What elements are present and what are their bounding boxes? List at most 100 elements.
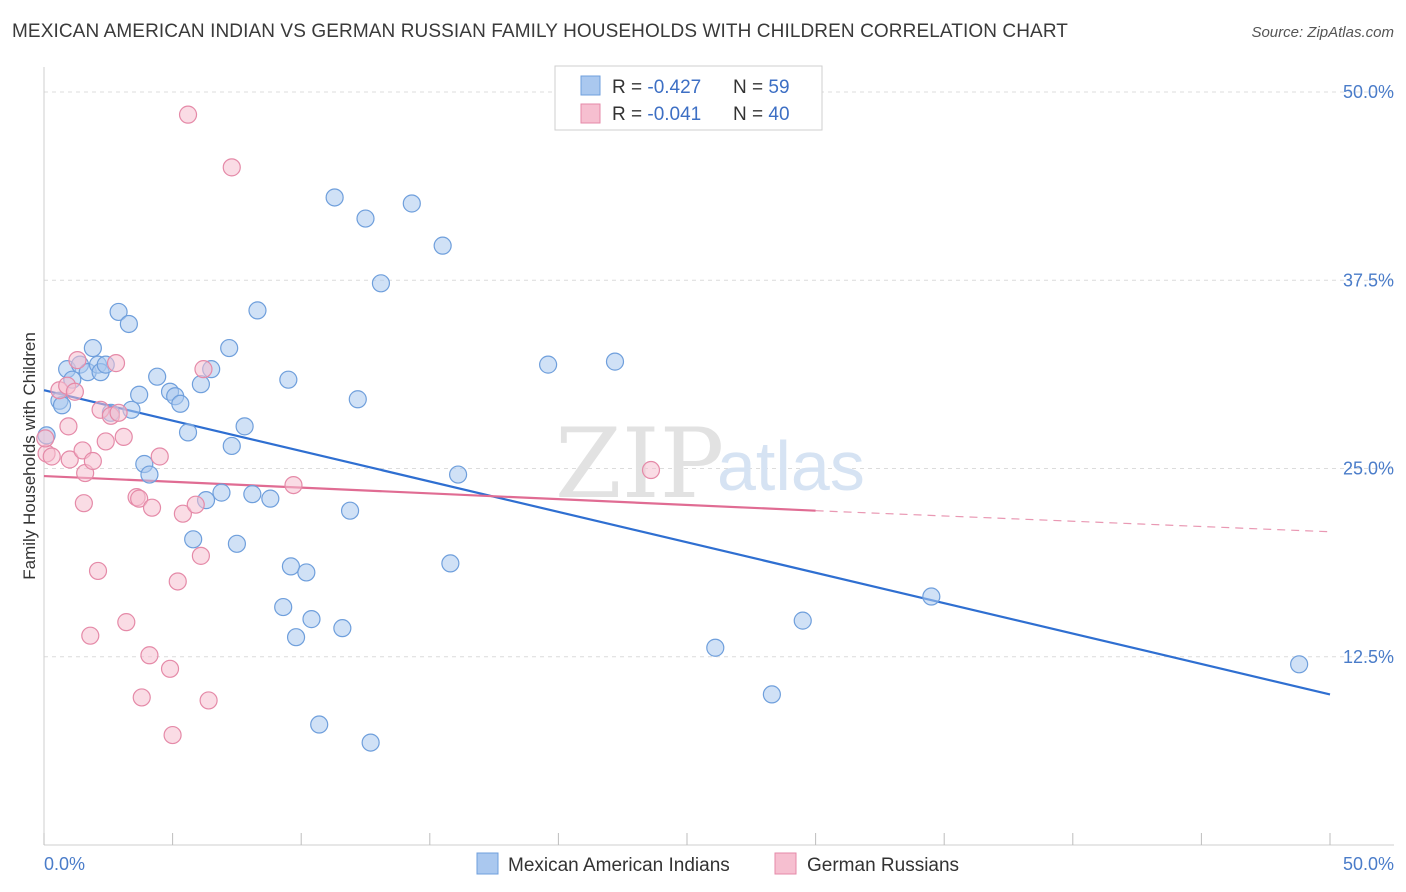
point-german-russians [191,546,210,565]
point-german-russians [60,450,79,469]
point-german-russians [132,688,151,707]
point-mexican-american-indians [274,597,293,617]
point-german-russians [96,432,115,451]
point-mexican-american-indians [248,301,267,320]
point-mexican-american-indians [340,501,360,520]
point-mexican-american-indians [605,352,625,371]
point-mexican-american-indians [361,733,380,752]
point-german-russians [59,417,78,436]
bottom-legend-label-blue: Mexican American Indians [508,855,730,876]
point-mexican-american-indians [212,483,231,502]
point-german-russians [114,427,133,447]
point-german-russians [109,403,128,422]
trend-lines [43,389,1331,696]
legend-r-value-2: -0.041 [647,104,701,125]
point-mexican-american-indians [227,534,246,553]
point-mexican-american-indians [281,557,301,576]
watermark-atlas: atlas [717,427,865,505]
point-german-russians [641,460,661,480]
point-german-russians [199,691,218,710]
y-tick-label: 37.5% [1343,270,1394,290]
point-german-russians [74,494,93,513]
point-mexican-american-indians [1290,655,1309,674]
point-german-russians [160,659,180,678]
point-mexican-american-indians [184,530,203,549]
point-german-russians [36,429,55,448]
legend-swatch-pink [580,103,601,124]
legend-swatch-blue [580,75,601,96]
svg-text:N = 40: N = 40 [733,104,790,125]
point-mexican-american-indians [922,587,941,606]
point-german-russians [284,475,303,495]
point-mexican-american-indians [297,563,316,582]
point-mexican-american-indians [191,375,210,394]
point-german-russians [140,646,159,665]
legend-r-label-1: R = [612,77,647,98]
point-german-russians [178,105,198,124]
point-mexican-american-indians [793,611,812,630]
trend-line-german-russians-extension [815,510,1331,533]
point-mexican-american-indians [371,274,391,293]
y-axis-label: Family Households with Children [20,332,39,580]
y-tick-label: 12.5% [1343,647,1394,667]
bottom-legend-swatch-pink [774,852,797,875]
point-german-russians [88,561,108,581]
point-mexican-american-indians [539,355,558,374]
point-german-russians [222,158,241,177]
bottom-legend: Mexican American Indians German Russians [476,852,959,876]
point-mexican-american-indians [310,715,329,734]
point-mexican-american-indians [222,436,241,456]
legend-r-label-2: R = [612,104,647,125]
point-mexican-american-indians [706,638,725,657]
point-mexican-american-indians [286,628,306,647]
legend-n-value-1: 59 [768,77,789,98]
grid-lines [44,91,1394,658]
chart-title: MEXICAN AMERICAN INDIAN VS GERMAN RUSSIA… [12,21,1069,42]
svg-text:N = 59: N = 59 [733,77,790,98]
x-tick-label: 50.0% [1343,854,1394,874]
point-german-russians [163,725,182,745]
point-mexican-american-indians [130,385,149,404]
point-german-russians [106,354,126,373]
point-mexican-american-indians [433,236,452,255]
y-tick-label: 50.0% [1343,82,1394,102]
point-mexican-american-indians [441,554,460,573]
point-mexican-american-indians [762,685,781,704]
x-tick-label: 0.0% [44,854,85,874]
point-mexican-american-indians [171,394,190,413]
svg-text:R = -0.427: R = -0.427 [612,77,701,98]
data-points [36,105,1309,752]
source-label: Source: ZipAtlas.com [1251,24,1394,41]
point-german-russians [81,626,100,645]
point-german-russians [130,489,149,508]
tick-labels: 12.5% 25.0% 37.5% 50.0% 0.0% 50.0% [44,82,1394,874]
point-mexican-american-indians [52,396,72,415]
point-mexican-american-indians [333,619,352,638]
point-mexican-american-indians [178,423,198,442]
point-german-russians [150,447,169,466]
point-mexican-american-indians [302,610,321,629]
point-mexican-american-indians [348,390,367,409]
point-german-russians [65,382,84,401]
legend-box: R = -0.427 N = 59 R = -0.041 N = 40 [554,65,823,131]
legend-n-label-2: N = [733,104,768,125]
point-german-russians [117,613,136,632]
point-mexican-american-indians [279,370,298,389]
bottom-legend-swatch-blue [476,852,499,875]
point-mexican-american-indians [243,485,262,504]
point-mexican-american-indians [220,338,239,358]
legend-r-value-1: -0.427 [647,77,701,98]
point-german-russians [83,451,102,471]
point-german-russians [42,447,61,466]
trend-line-german-russians [43,474,816,512]
point-mexican-american-indians [448,465,468,484]
point-german-russians [194,360,213,379]
legend-n-value-2: 40 [768,104,789,125]
bottom-legend-label-pink: German Russians [807,855,959,876]
point-mexican-american-indians [109,302,128,322]
point-mexican-american-indians [235,417,254,436]
point-german-russians [186,495,205,514]
point-mexican-american-indians [83,338,102,358]
point-german-russians [68,351,87,370]
